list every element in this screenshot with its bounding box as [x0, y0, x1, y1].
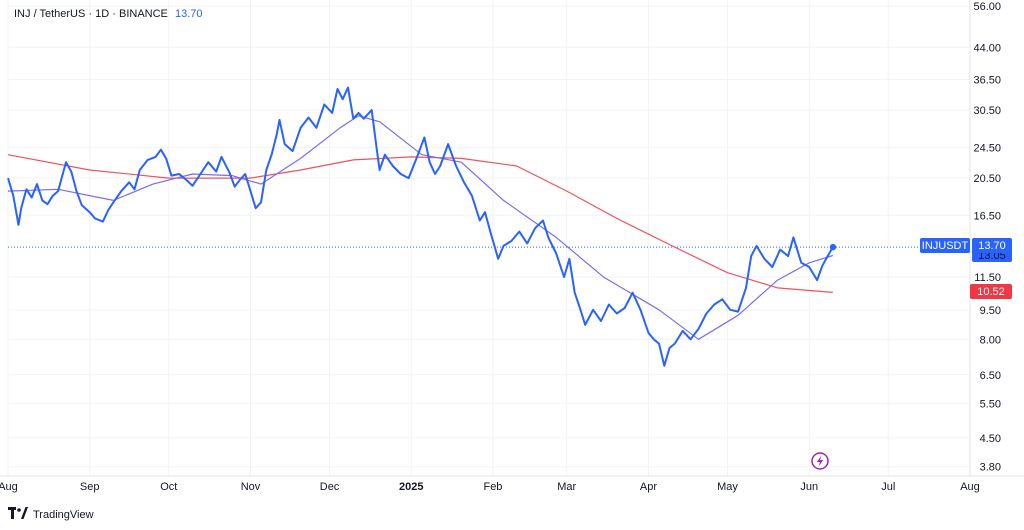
x-tick-label: 2025 — [399, 481, 423, 493]
x-tick-label: Mar — [557, 481, 576, 493]
y-axis: 56.00 44.00 36.50 30.50 24.50 20.50 16.50 11.50… — [973, 1, 1001, 474]
symbol-badge: INJUSDT — [920, 238, 970, 253]
ma-slow-badge-value: 10.52 — [977, 286, 1005, 298]
series-line-ma-fast — [7, 115, 834, 340]
axis-borders — [0, 0, 1024, 477]
legend-symbol: INJ — [14, 8, 31, 20]
y-tick-label: 6.50 — [980, 370, 1001, 382]
x-tick-label: Feb — [483, 481, 502, 493]
legend-separator: / — [34, 8, 38, 20]
series-line-price — [7, 86, 834, 367]
y-tick-label: 36.50 — [973, 74, 1001, 86]
x-axis: Aug Sep Oct Nov Dec 2025 Feb Mar Apr May Jun Jul Aug — [0, 481, 980, 493]
y-tick-label: 4.50 — [980, 433, 1001, 445]
tradingview-logo-icon — [8, 507, 28, 522]
footer-brand[interactable]: TradingView — [8, 507, 94, 522]
y-tick-label: 44.00 — [973, 42, 1001, 54]
x-tick-label: Aug — [960, 481, 980, 493]
y-tick-label: 8.00 — [980, 334, 1001, 346]
x-tick-label: Jul — [881, 481, 895, 493]
y-tick-label: 16.50 — [973, 210, 1001, 222]
x-tick-label: Sep — [80, 481, 100, 493]
x-tick-label: Apr — [640, 481, 657, 493]
price-badge: 13.70 — [972, 238, 1012, 253]
x-tick-label: Jun — [800, 481, 818, 493]
y-tick-label: 9.50 — [980, 305, 1001, 317]
legend-exchange: BINANCE — [119, 8, 168, 20]
x-tick-label: Dec — [320, 481, 340, 493]
legend-last-value: 13.70 — [175, 8, 203, 20]
last-price-dot — [829, 243, 837, 251]
x-tick-label: Nov — [241, 481, 261, 493]
x-tick-label: Oct — [160, 481, 177, 493]
legend-interval: 1D — [95, 8, 109, 20]
series-line-ma-slow — [7, 154, 833, 293]
ma-slow-badge: 10.52 — [970, 284, 1012, 299]
y-tick-label: 30.50 — [973, 105, 1001, 117]
y-tick-label: 20.50 — [973, 173, 1001, 185]
y-tick-label: 24.50 — [973, 143, 1001, 155]
y-tick-label: 56.00 — [973, 1, 1001, 13]
chart-legend: INJ / TetherUS · 1D · BINANCE 13.70 — [14, 8, 203, 20]
y-tick-label: 5.50 — [980, 398, 1001, 410]
x-tick-label: Aug — [0, 481, 18, 493]
y-tick-label: 3.80 — [980, 462, 1001, 474]
brand-name: TradingView — [33, 508, 94, 521]
x-tick-label: May — [717, 481, 738, 493]
legend-quote: TetherUS — [39, 8, 85, 20]
price-badge-value: 13.70 — [978, 240, 1006, 252]
chart-series — [7, 86, 837, 367]
y-tick-label: 11.50 — [974, 272, 1001, 284]
symbol-badge-label: INJUSDT — [922, 240, 969, 252]
lightning-event-icon[interactable] — [811, 452, 829, 470]
chart-grid — [7, 0, 971, 476]
